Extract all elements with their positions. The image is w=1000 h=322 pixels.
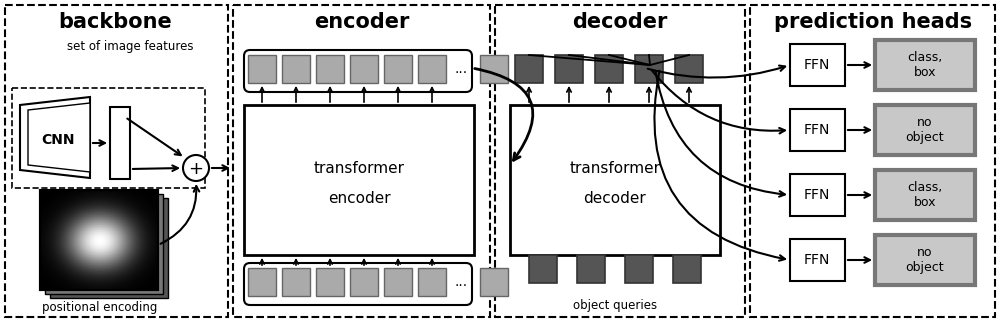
Bar [418,55,446,83]
Bar [350,55,378,83]
FancyBboxPatch shape [244,50,472,92]
Bar [384,268,412,296]
Text: decoder: decoder [584,191,646,205]
Text: no
object: no object [906,246,944,274]
Bar [40,190,158,290]
Bar [495,5,745,317]
Bar [233,5,490,317]
Bar [480,55,508,83]
Bar [790,174,845,216]
Bar [45,194,163,294]
Text: FFN: FFN [804,123,830,137]
Bar [40,190,158,290]
Bar [595,55,623,83]
Bar [350,268,378,296]
Bar [750,5,995,317]
Bar [790,109,845,151]
Bar [515,55,543,83]
Bar [248,268,276,296]
Circle shape [183,155,209,181]
Text: decoder: decoder [572,12,668,32]
Bar [625,255,653,283]
Text: transformer: transformer [570,160,660,175]
Text: class,
box: class, box [907,51,943,79]
Text: class,
box: class, box [907,181,943,209]
Bar [12,88,205,188]
Text: set of image features: set of image features [67,40,193,52]
Text: prediction heads: prediction heads [774,12,972,32]
Bar [790,44,845,86]
FancyBboxPatch shape [244,263,472,305]
Bar [635,55,663,83]
Text: positional encoding: positional encoding [42,300,158,314]
Bar [875,105,975,155]
Bar [529,255,557,283]
Bar [282,55,310,83]
Text: no
object: no object [906,116,944,144]
Text: FFN: FFN [804,58,830,72]
Bar [110,107,130,179]
Text: encoder: encoder [328,191,390,205]
Text: encoder: encoder [314,12,410,32]
Bar [875,170,975,220]
Bar [790,239,845,281]
Bar [50,198,168,298]
Bar [282,268,310,296]
Polygon shape [20,97,90,178]
Bar [384,55,412,83]
Bar [418,268,446,296]
Text: ...: ... [454,62,467,76]
Bar [480,268,508,296]
Bar [577,255,605,283]
Bar [510,105,720,255]
Bar [5,5,228,317]
Bar [316,55,344,83]
Text: object queries: object queries [573,298,657,311]
Bar [875,40,975,90]
Bar [673,255,701,283]
Text: FFN: FFN [804,188,830,202]
Text: CNN: CNN [41,133,75,147]
Bar [248,55,276,83]
Text: +: + [188,160,204,178]
Text: ...: ... [454,275,467,289]
Bar [316,268,344,296]
Text: transformer: transformer [314,160,404,175]
Text: backbone: backbone [58,12,172,32]
Bar [555,55,583,83]
Polygon shape [28,103,90,172]
Bar [244,105,474,255]
Text: FFN: FFN [804,253,830,267]
Bar [675,55,703,83]
Bar [875,235,975,285]
